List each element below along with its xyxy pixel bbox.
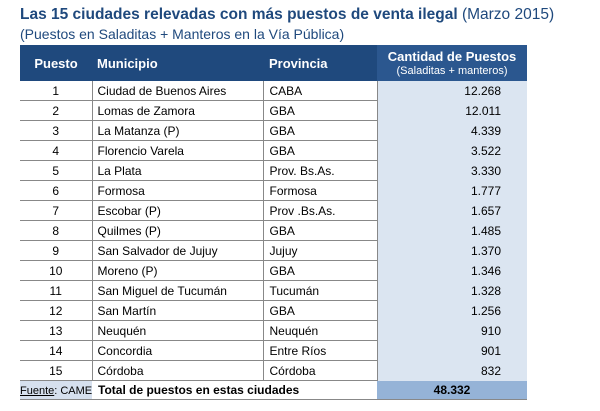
table-row: 8 Quilmes (P) GBA 1.485 — [20, 220, 527, 241]
cell-cantidad: 901 — [376, 340, 527, 361]
table-row: 11 San Miguel de Tucumán Tucumán 1.328 — [20, 280, 527, 301]
cell-provincia: Prov .Bs.As. — [262, 200, 377, 221]
cell-puesto: 4 — [20, 140, 92, 161]
cell-provincia: Córdoba — [262, 360, 377, 381]
total-row: Total de puestos en estas ciudades 48.33… — [20, 380, 527, 400]
cell-municipio: Ciudad de Buenos Aires — [91, 81, 263, 101]
cell-municipio: La Matanza (P) — [91, 120, 263, 141]
source-note: Fuente: CAME — [20, 385, 92, 397]
cell-municipio: San Salvador de Jujuy — [91, 240, 263, 261]
cell-provincia: GBA — [262, 220, 377, 241]
cell-puesto: 14 — [20, 340, 92, 361]
cell-puesto: 12 — [20, 300, 92, 321]
cell-provincia: GBA — [262, 260, 377, 281]
cell-municipio: Moreno (P) — [91, 260, 263, 281]
ranking-table: Puesto Municipio Provincia Cantidad de P… — [20, 45, 527, 400]
cell-municipio: Córdoba — [91, 360, 263, 381]
cell-cantidad: 910 — [376, 320, 527, 341]
table-row: 12 San Martín GBA 1.256 — [20, 300, 527, 321]
cell-cantidad: 12.268 — [376, 81, 527, 101]
cell-cantidad: 832 — [376, 360, 527, 381]
table-row: 10 Moreno (P) GBA 1.346 — [20, 260, 527, 281]
cell-municipio: Neuquén — [91, 320, 263, 341]
cell-municipio: Florencio Varela — [91, 140, 263, 161]
cell-puesto: 6 — [20, 180, 92, 201]
cell-provincia: Jujuy — [262, 240, 377, 261]
header-municipio: Municipio — [92, 45, 263, 81]
table-row: 5 La Plata Prov. Bs.As. 3.330 — [20, 160, 527, 181]
table-row: 14 Concordia Entre Ríos 901 — [20, 340, 527, 361]
cell-municipio: La Plata — [91, 160, 263, 181]
cell-puesto: 9 — [20, 240, 92, 261]
cell-puesto: 2 — [20, 100, 92, 121]
source-label: Fuente — [20, 385, 55, 397]
chart-title: Las 15 ciudades relevadas con más puesto… — [20, 6, 554, 24]
cell-puesto: 5 — [20, 160, 92, 181]
cell-provincia: GBA — [262, 120, 377, 141]
cell-municipio: Lomas de Zamora — [91, 100, 263, 121]
cell-municipio: Concordia — [91, 340, 263, 361]
cell-provincia: Neuquén — [262, 320, 377, 341]
cell-cantidad: 1.328 — [376, 280, 527, 301]
cell-municipio: Quilmes (P) — [91, 220, 263, 241]
cell-municipio: San Martín — [91, 300, 263, 321]
cell-puesto: 1 — [20, 81, 92, 101]
header-provincia: Provincia — [263, 45, 377, 81]
cell-municipio: San Miguel de Tucumán — [91, 280, 263, 301]
table-row: 15 Córdoba Córdoba 832 — [20, 360, 527, 381]
header-cantidad-label: Cantidad de Puestos — [387, 49, 517, 64]
table-row: 1 Ciudad de Buenos Aires CABA 12.268 — [20, 81, 527, 101]
chart-title-main: Las 15 ciudades relevadas con más puesto… — [20, 6, 458, 23]
chart-subtitle: (Puestos en Saladitas + Manteros en la V… — [20, 26, 345, 42]
table-body: 1 Ciudad de Buenos Aires CABA 12.268 2 Lomas … — [20, 81, 527, 381]
cell-provincia: Tucumán — [262, 280, 377, 301]
cell-cantidad: 1.657 — [376, 200, 527, 221]
cell-cantidad: 12.011 — [376, 100, 527, 121]
cell-provincia: Formosa — [262, 180, 377, 201]
cell-cantidad: 1.777 — [376, 180, 527, 201]
cell-municipio: Escobar (P) — [91, 200, 263, 221]
cell-provincia: CABA — [262, 81, 377, 101]
table-row: 6 Formosa Formosa 1.777 — [20, 180, 527, 201]
cell-provincia: GBA — [262, 140, 377, 161]
table-row: 13 Neuquén Neuquén 910 — [20, 320, 527, 341]
cell-provincia: Prov. Bs.As. — [262, 160, 377, 181]
table-row: 3 La Matanza (P) GBA 4.339 — [20, 120, 527, 141]
cell-puesto: 10 — [20, 260, 92, 281]
cell-cantidad: 3.330 — [376, 160, 527, 181]
cell-puesto: 7 — [20, 200, 92, 221]
cell-provincia: Entre Ríos — [262, 340, 377, 361]
cell-cantidad: 4.339 — [376, 120, 527, 141]
source-value: : CAME — [54, 385, 93, 397]
cell-puesto: 8 — [20, 220, 92, 241]
cell-puesto: 13 — [20, 320, 92, 341]
chart-title-date: (Marzo 2015) — [461, 6, 555, 23]
cell-provincia: GBA — [262, 300, 377, 321]
table-row: 2 Lomas de Zamora GBA 12.011 — [20, 100, 527, 121]
cell-cantidad: 1.370 — [376, 240, 527, 261]
table-row: 4 Florencio Varela GBA 3.522 — [20, 140, 527, 161]
cell-cantidad: 3.522 — [376, 140, 527, 161]
cell-cantidad: 1.346 — [376, 260, 527, 281]
cell-puesto: 15 — [20, 360, 92, 381]
cell-puesto: 3 — [20, 120, 92, 141]
cell-cantidad: 1.485 — [376, 220, 527, 241]
total-spacer — [20, 380, 92, 400]
total-value: 48.332 — [377, 380, 527, 400]
table-header-row: Puesto Municipio Provincia Cantidad de P… — [20, 45, 527, 81]
cell-puesto: 11 — [20, 280, 92, 301]
table-row: 7 Escobar (P) Prov .Bs.As. 1.657 — [20, 200, 527, 221]
total-label: Total de puestos en estas ciudades — [92, 380, 377, 400]
header-puesto: Puesto — [20, 45, 92, 81]
table-row: 9 San Salvador de Jujuy Jujuy 1.370 — [20, 240, 527, 261]
cell-cantidad: 1.256 — [376, 300, 527, 321]
header-cantidad: Cantidad de Puestos (Saladitas + mantero… — [377, 45, 527, 81]
header-cantidad-note: (Saladitas + manteros) — [396, 65, 508, 77]
cell-provincia: GBA — [262, 100, 377, 121]
cell-municipio: Formosa — [91, 180, 263, 201]
